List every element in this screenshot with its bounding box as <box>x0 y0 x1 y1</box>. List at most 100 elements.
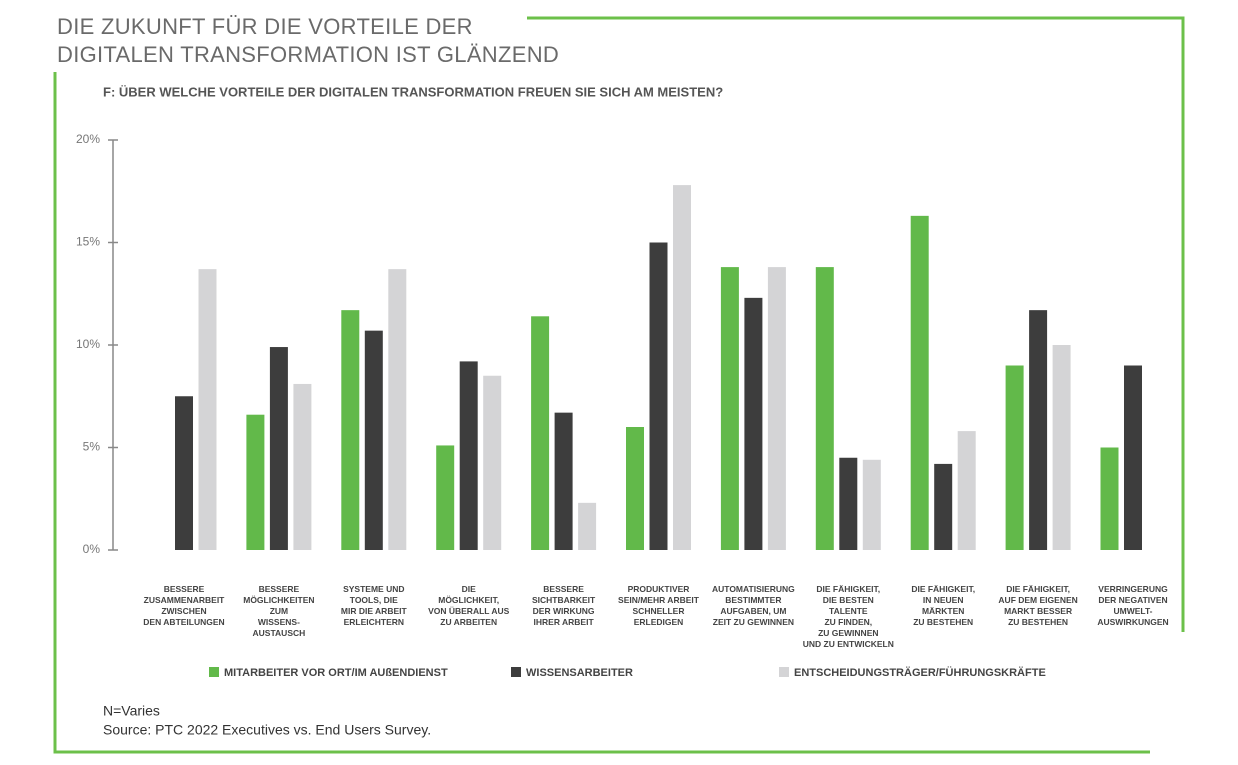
x-tick-label-line: ZUSAMMENARBEIT <box>144 595 226 605</box>
x-tick-label-line: AUSWIRKUNGEN <box>1097 617 1168 627</box>
x-tick-label-line: UMWELT- <box>1113 606 1152 616</box>
x-tick-label-line: SEIN/MEHR ARBEIT <box>618 595 700 605</box>
bar <box>364 330 383 550</box>
x-tick-label-line: ZU ARBEITEN <box>440 617 497 627</box>
x-tick-label-line: UND ZU ENTWICKELN <box>803 639 894 649</box>
bar <box>815 267 834 550</box>
legend-swatch <box>779 667 789 677</box>
y-tick-label: 5% <box>83 440 101 454</box>
chart-title: DIGITALEN TRANSFORMATION IST GLÄNZEND <box>57 42 559 67</box>
x-tick-label: AUTOMATISIERUNG BESTIMMTER AUFGABEN, UM ZEI… <box>712 584 795 627</box>
x-tick-label-line: ZU FINDEN, <box>824 617 872 627</box>
x-tick-label: DIE MÖGLICHKEIT, VON ÜBERALL AUS ZU ARBEITE… <box>428 584 510 627</box>
bar <box>626 427 644 550</box>
frame <box>53 16 1185 754</box>
bar <box>767 267 786 550</box>
x-tick-label-line: VON ÜBERALL AUS <box>428 606 510 616</box>
x-tick-label-line: DEN ABTEILUNGEN <box>143 617 224 627</box>
x-tick-label-line: MARKT BESSER <box>1004 606 1072 616</box>
x-tick-label-line: AUSTAUSCH <box>253 628 306 638</box>
x-tick-label-line: DIE BESTEN <box>823 595 874 605</box>
x-tick-label-line: WISSENS- <box>258 617 300 627</box>
legend-label: WISSENSARBEITER <box>526 667 633 679</box>
x-tick-label-line: ZU BESTEHEN <box>913 617 973 627</box>
y-tick-label: 15% <box>76 235 100 249</box>
x-tick-label-line: IHRER ARBEIT <box>534 617 595 627</box>
bar <box>744 297 763 550</box>
bar <box>1100 447 1119 550</box>
frame-top-right <box>527 16 1185 632</box>
bar <box>175 396 193 550</box>
x-tick-label-line: ZU BESTEHEN <box>1008 617 1068 627</box>
x-tick-label-line: MÖGLICHKEIT, <box>438 595 499 605</box>
bar <box>839 457 858 550</box>
x-tick-label-line: DIE FÄHIGKEIT, <box>816 584 880 594</box>
note: N=Varies <box>103 703 160 719</box>
x-tick-label-line: BESSERE <box>543 584 584 594</box>
bar <box>578 502 597 550</box>
legend-label: ENTSCHEIDUNGSTRÄGER/FÜHRUNGSKRÄFTE <box>794 666 1046 679</box>
bar <box>246 414 265 550</box>
x-tick-label: BESSERE MÖGLICHKEITEN ZUM WISSENS-AUSTAUSCH <box>243 584 314 638</box>
legend-swatch <box>511 667 521 677</box>
x-tick-label-line: ERLEDIGEN <box>634 617 684 627</box>
bar <box>957 431 976 550</box>
x-tick-label: DIE FÄHIGKEIT, IN NEUEN MÄRKTEN ZU BESTEHEN <box>911 584 975 627</box>
bar <box>388 269 407 550</box>
bar <box>293 383 312 550</box>
chart-title: DIE ZUKUNFT FÜR DIE VORTEILE DER <box>57 14 473 39</box>
x-tick-label-line: IN NEUEN <box>923 595 964 605</box>
x-tick-label-line: MIR DIE ARBEIT <box>341 606 408 616</box>
x-tick-label-line: SCHNELLER <box>633 606 685 616</box>
legend-label: MITARBEITER VOR ORT/IM AUßENDIENST <box>224 667 448 679</box>
x-tick-label: PRODUKTIVER SEIN/MEHR ARBEIT SCHNELLER ERLE… <box>618 584 700 627</box>
x-tick-label: BESSERE ZUSAMMENARBEIT ZWISCHEN DEN ABTEILU… <box>143 584 225 627</box>
x-tick-label: BESSERE SICHTBARKEIT DER WIRKUNG IHRER ARBE… <box>532 584 596 627</box>
bar <box>341 310 360 550</box>
x-tick-label-line: DIE FÄHIGKEIT, <box>1006 584 1070 594</box>
x-tick-label-line: BESTIMMTER <box>725 595 781 605</box>
frame-bottom-left <box>53 72 1150 754</box>
x-tick-label-line: DER NEGATIVEN <box>1098 595 1167 605</box>
x-tick-label-line: DIE FÄHIGKEIT, <box>911 584 975 594</box>
legend-swatch <box>209 667 219 677</box>
x-tick-label-line: ZEIT ZU GEWINNEN <box>713 617 794 627</box>
x-tick-label-line: TALENTE <box>829 606 868 616</box>
x-tick-label-line: AUF DEM EIGENEN <box>998 595 1077 605</box>
x-tick-label-line: TOOLS, DIE <box>350 595 398 605</box>
x-tick-label: VERRINGERUNG DER NEGATIVEN UMWELT-AUSWIRKU… <box>1097 584 1168 627</box>
x-tick-label-line: SICHTBARKEIT <box>532 595 596 605</box>
x-tick-label: SYSTEME UND TOOLS, DIE MIR DIE ARBEIT ERLEI… <box>341 584 408 627</box>
x-tick-label-line: MÖGLICHKEITEN <box>243 595 314 605</box>
y-tick-label: 0% <box>83 542 101 556</box>
bar <box>1005 365 1024 550</box>
x-tick-label-line: ERLEICHTERN <box>344 617 404 627</box>
bar <box>862 459 881 550</box>
chart-subtitle: F: ÜBER WELCHE VORTEILE DER DIGITALEN TR… <box>103 84 723 99</box>
bar <box>673 185 691 550</box>
bar <box>1052 345 1071 550</box>
bar <box>198 269 217 550</box>
bar <box>1029 310 1048 550</box>
bar <box>720 267 739 550</box>
x-tick-label-line: BESSERE <box>164 584 205 594</box>
x-tick-label-line: MÄRKTEN <box>922 606 965 616</box>
bar <box>531 316 550 550</box>
bar <box>910 215 929 550</box>
x-tick-label: DIE FÄHIGKEIT, DIE BESTEN TALENTE ZU FINDEN… <box>803 584 894 649</box>
x-tick-label-line: ZU GEWINNEN <box>818 628 878 638</box>
x-tick-label-line: ZUM <box>270 606 288 616</box>
bar <box>436 445 455 550</box>
x-tick-label-line: DIE <box>462 584 477 594</box>
x-tick-label-line: PRODUKTIVER <box>628 584 690 594</box>
x-tick-label-line: AUFGABEN, UM <box>720 606 786 616</box>
bar <box>649 242 668 550</box>
x-tick-label-line: VERRINGERUNG <box>1098 584 1168 594</box>
bar <box>554 412 573 550</box>
bar <box>269 347 288 550</box>
x-tick-label-line: AUTOMATISIERUNG <box>712 584 795 594</box>
y-tick-label: 20% <box>76 132 100 146</box>
x-tick-label-line: DER WIRKUNG <box>533 606 595 616</box>
